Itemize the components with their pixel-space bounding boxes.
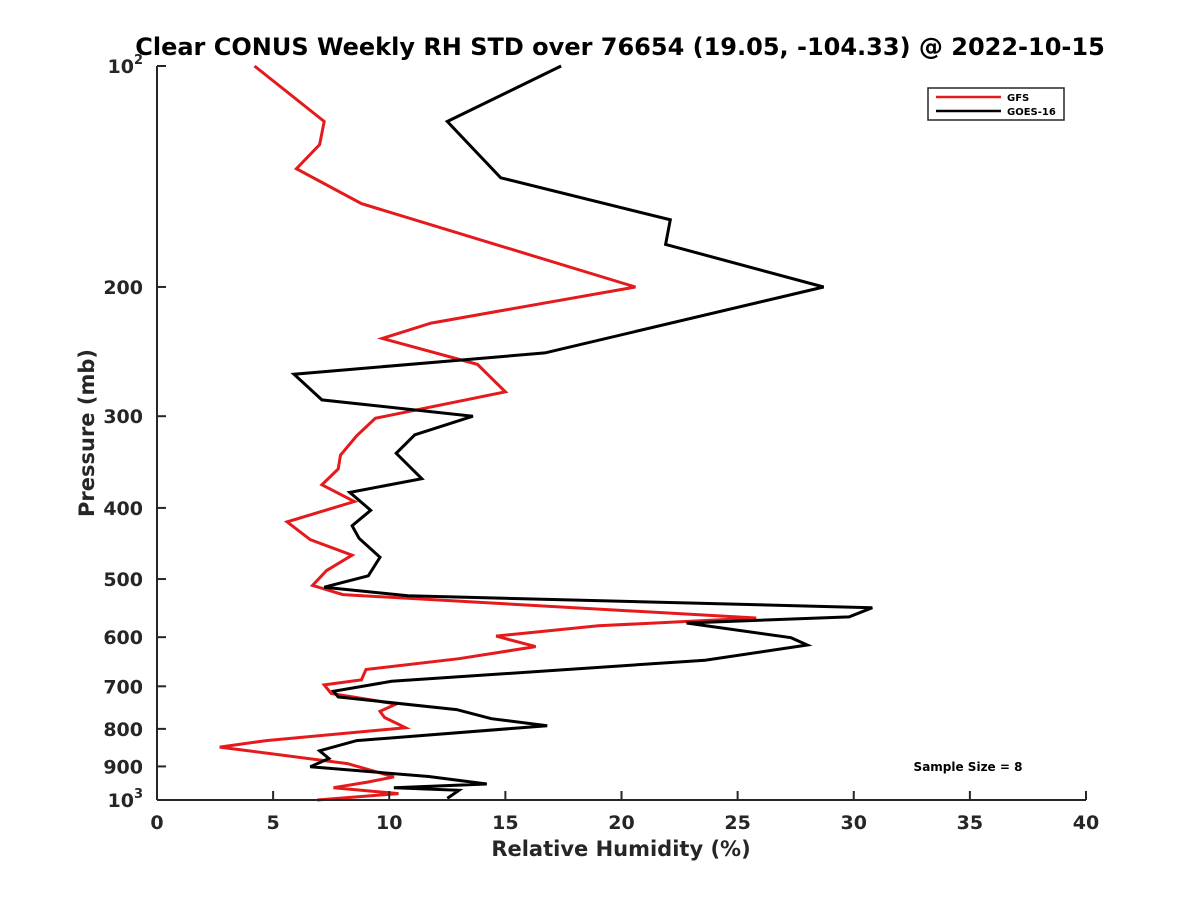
x-tick-label: 25 xyxy=(724,812,750,834)
legend: GFS GOES-16 xyxy=(927,87,1065,121)
series-line-gfs xyxy=(219,64,757,802)
legend-box xyxy=(927,87,1065,121)
y-axis-label: Pressure (mb) xyxy=(75,349,99,517)
x-tick-label: 5 xyxy=(267,812,280,834)
y-tick-label: 102 xyxy=(108,53,144,78)
y-tick-label: 200 xyxy=(103,277,143,299)
x-axis-label: Relative Humidity (%) xyxy=(491,837,750,861)
x-tick-label: 0 xyxy=(150,812,163,834)
y-tick-label: 400 xyxy=(103,498,143,520)
y-tick-label: 103 xyxy=(108,787,144,812)
y-tick-label: 500 xyxy=(103,569,143,591)
x-ticks: 0 5 10 15 20 25 30 35 40 xyxy=(150,791,1099,834)
y-tick-label: 900 xyxy=(103,756,143,778)
y-tick-label: 300 xyxy=(103,406,143,428)
axes xyxy=(156,66,1086,801)
x-tick-label: 30 xyxy=(841,812,867,834)
sample-size-annotation: Sample Size = 8 xyxy=(914,760,1023,774)
legend-label-gfs: GFS xyxy=(1007,93,1029,104)
y-tick-label: 700 xyxy=(103,676,143,698)
x-tick-label: 35 xyxy=(957,812,983,834)
legend-label-goes16: GOES-16 xyxy=(1007,107,1056,118)
x-tick-label: 15 xyxy=(492,812,518,834)
x-tick-label: 20 xyxy=(608,812,634,834)
chart-title: Clear CONUS Weekly RH STD over 76654 (19… xyxy=(135,33,1105,61)
series-layer xyxy=(219,64,873,802)
x-tick-label: 40 xyxy=(1073,812,1099,834)
y-tick-label: 800 xyxy=(103,719,143,741)
y-tick-label: 600 xyxy=(103,627,143,649)
y-ticks: 102 200 300 400 500 600 700 800 900 103 xyxy=(103,53,166,812)
x-tick-label: 10 xyxy=(376,812,402,834)
series-line-goes16 xyxy=(290,64,873,800)
